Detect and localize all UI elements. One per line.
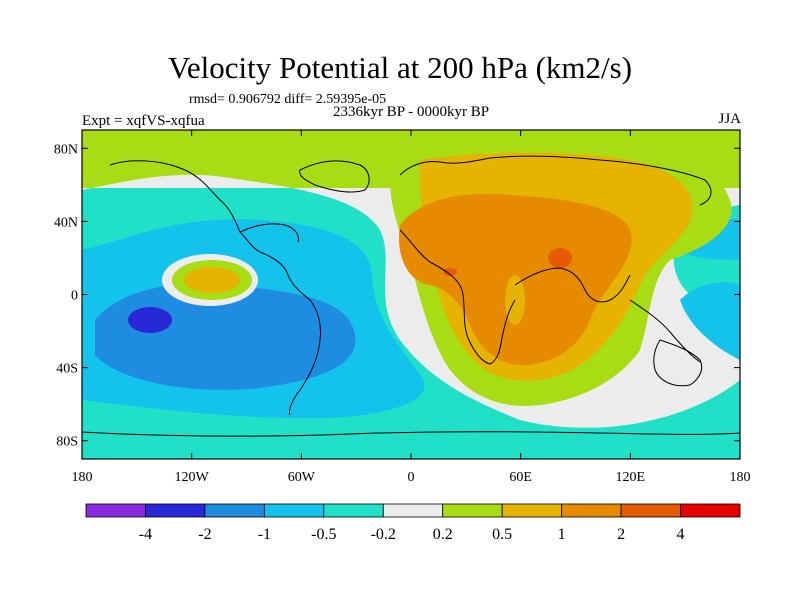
lon-tick-label: 180	[72, 470, 93, 485]
colorbar-swatch	[204, 503, 265, 518]
lat-tick-label: 80N	[54, 142, 78, 157]
colorbar-label: 1	[558, 526, 566, 543]
coastlines	[82, 155, 740, 437]
colorbar-swatch	[620, 503, 681, 518]
colorbar-swatch	[145, 503, 206, 518]
colorbar-swatch	[323, 503, 384, 518]
colorbar: -4 -2 -1 -0.5 -0.2 0.2 0.5 1 2 4	[85, 503, 741, 543]
period-label: 2336kyr BP - 0000kyr BP	[332, 104, 490, 120]
colorbar-label: 4	[677, 526, 685, 543]
colorbar-swatch	[680, 503, 741, 518]
colorbar-label: -0.5	[311, 526, 336, 543]
colorbar-label: -4	[139, 526, 152, 543]
lon-tick-label: 0	[408, 470, 415, 485]
lat-tick-label: 0	[71, 289, 78, 304]
colorbar-label: -2	[198, 526, 211, 543]
lon-tick-label: 120E	[616, 470, 646, 485]
colorbar-swatch	[85, 503, 146, 518]
lon-tick-label: 60W	[288, 470, 316, 485]
velocity-potential-field	[82, 130, 740, 459]
colorbar-label: 0.2	[433, 526, 453, 543]
colorbar-label: 0.5	[492, 526, 512, 543]
stats-label: rmsd= 0.906792 diff= 2.59395e-05	[189, 92, 387, 107]
lat-tick-label: 80S	[56, 435, 78, 450]
axis-ticks: 180 120W 60W 0 60E 120E 180 80N 40N 0 40S 80S	[54, 130, 751, 485]
colorbar-swatch	[442, 503, 503, 518]
lat-tick-label: 40N	[54, 215, 78, 230]
experiment-label: Expt = xqfVS-xqfua	[82, 113, 205, 129]
plot-title: Velocity Potential at 200 hPa (km2/s)	[167, 50, 633, 85]
lon-tick-label: 180	[730, 470, 751, 485]
season-label: JJA	[718, 111, 741, 127]
colorbar-label: -1	[258, 526, 271, 543]
lat-tick-label: 40S	[56, 362, 78, 377]
lon-tick-label: 60E	[509, 470, 532, 485]
colorbar-swatch	[382, 503, 444, 518]
colorbar-swatch	[263, 503, 325, 518]
colorbar-swatch	[501, 503, 563, 518]
colorbar-swatch	[561, 503, 622, 518]
lon-tick-label: 120W	[175, 470, 210, 485]
colorbar-label: 2	[617, 526, 625, 543]
colorbar-label: -0.2	[371, 526, 396, 543]
